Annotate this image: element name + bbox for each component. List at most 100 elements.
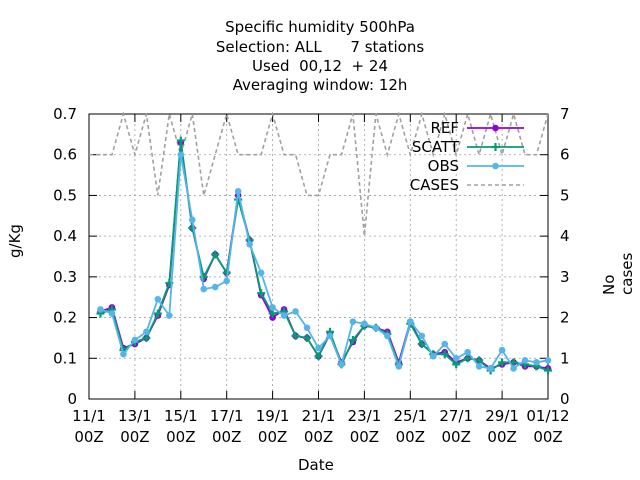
data-point-scatt [348, 335, 357, 344]
data-point-scatt [142, 333, 151, 342]
x-tick-label-time: 00Z [487, 428, 516, 446]
y2-tick-label: 0 [560, 390, 570, 408]
x-tick-label-date: 27/1 [439, 407, 473, 425]
data-point-obs [452, 354, 460, 362]
data-point-obs [429, 352, 437, 360]
data-point-obs [533, 359, 540, 366]
x-tick-label-time: 00Z [74, 428, 103, 446]
data-point-scatt [544, 366, 552, 375]
title-line-4: Averaging window: 12h [232, 76, 408, 94]
data-point-obs [521, 357, 529, 364]
y-tick-label: 0.7 [53, 105, 77, 123]
data-point-obs [395, 363, 403, 370]
data-point-scatt [498, 358, 507, 367]
y2-tick-label: 6 [560, 146, 570, 164]
data-point-obs [177, 151, 185, 159]
data-point-obs [372, 324, 380, 332]
data-point-obs [246, 240, 253, 248]
data-point-scatt [291, 331, 300, 340]
data-point-obs [315, 344, 322, 352]
y2-tick-label: 1 [560, 349, 570, 367]
y2-tick-label: 4 [560, 227, 570, 245]
data-point-scatt [303, 333, 312, 342]
data-point-obs [200, 285, 208, 293]
data-point-obs [544, 357, 552, 364]
data-point-scatt [509, 358, 518, 367]
x-tick-label-time: 00Z [304, 428, 333, 446]
x-tick-label-time: 00Z [120, 428, 149, 446]
data-point-scatt [314, 352, 323, 361]
data-point-obs [464, 348, 471, 356]
data-point-obs [97, 306, 104, 313]
data-point-obs [498, 346, 506, 354]
data-point-obs [280, 312, 288, 319]
data-point-obs [166, 312, 173, 319]
data-point-obs [269, 304, 276, 311]
data-point-obs [211, 283, 219, 291]
legend-marker-ref [492, 124, 499, 132]
title-line-2: Selection: ALL 7 stations [215, 38, 425, 56]
y-tick-label: 0.5 [53, 186, 77, 204]
x-tick-label-date: 23/1 [348, 407, 382, 425]
data-point-scatt [417, 340, 426, 349]
title-line-1: Specific humidity 500hPa [225, 18, 415, 36]
data-point-obs [257, 269, 265, 277]
y2-tick-label: 7 [560, 105, 570, 123]
y-tick-label: 0 [67, 390, 77, 408]
plot-frame [88, 113, 549, 400]
data-point-scatt [211, 250, 220, 259]
data-point-obs [510, 365, 517, 372]
data-point-obs [131, 336, 139, 344]
data-point-scatt [188, 224, 197, 232]
legend-marker-obs [492, 162, 499, 170]
data-point-obs [108, 310, 116, 317]
x-tick-label-date: 29/1 [485, 407, 519, 425]
data-point-scatt [440, 350, 449, 359]
data-point-obs [441, 340, 449, 348]
y-tick-label: 0.1 [53, 349, 77, 367]
x-tick-label-date: 19/1 [256, 407, 290, 425]
data-point-obs [303, 324, 311, 332]
data-point-obs [154, 295, 162, 303]
x-tick-label-time: 00Z [166, 428, 195, 446]
data-point-scatt [463, 354, 472, 363]
data-point-obs [292, 308, 299, 315]
legend-label-scatt: SCATT [412, 138, 460, 156]
data-point-scatt [176, 136, 185, 145]
data-point-obs [326, 332, 334, 340]
y-tick-label: 0.3 [53, 268, 77, 286]
y2-tick-label: 3 [560, 268, 570, 286]
x-tick-label-date: 17/1 [210, 407, 244, 425]
y2-tick-label: 2 [560, 309, 570, 327]
data-point-obs [418, 332, 426, 340]
series-line-obs [100, 154, 548, 370]
data-point-ref [269, 314, 276, 321]
x-tick-label-time: 00Z [396, 428, 425, 446]
x-tick-label-time: 00Z [442, 428, 471, 446]
data-point-obs [475, 363, 483, 370]
data-point-obs [120, 350, 127, 358]
legend-label-cases: CASES [410, 176, 459, 194]
data-point-scatt [452, 360, 461, 369]
legend-label-obs: OBS [428, 157, 459, 175]
data-point-obs [143, 328, 150, 336]
y2-tick-label: 5 [560, 186, 570, 204]
x-tick-label-time: 00Z [212, 428, 241, 446]
x-tick-label-time: 00Z [350, 428, 379, 446]
data-point-obs [188, 216, 196, 224]
data-point-obs [361, 320, 368, 327]
title-line-3: Used 00,12 + 24 [252, 57, 388, 75]
y-tick-label: 0.6 [53, 146, 77, 164]
data-point-obs [349, 318, 357, 325]
data-point-obs [223, 277, 230, 285]
x-tick-label-date: 01/12 [526, 407, 569, 425]
data-point-obs [338, 361, 345, 368]
x-axis-label: Date [298, 456, 334, 474]
x-tick-label-date: 15/1 [164, 407, 198, 425]
x-tick-label-date: 13/1 [118, 407, 152, 425]
x-tick-label-time: 00Z [533, 428, 562, 446]
data-point-obs [407, 318, 414, 325]
data-point-scatt [257, 289, 266, 298]
data-point-scatt [153, 309, 162, 318]
